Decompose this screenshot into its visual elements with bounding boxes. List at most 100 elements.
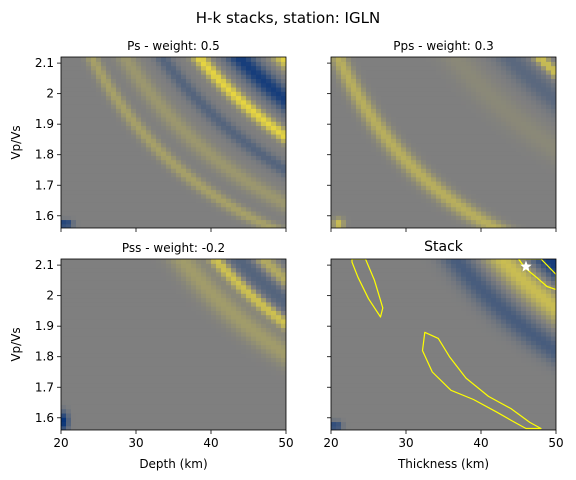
heat-cell — [131, 172, 137, 178]
heat-cell — [71, 206, 77, 212]
heat-cell — [471, 189, 477, 195]
heat-cell — [201, 223, 207, 228]
heat-cell — [551, 151, 556, 156]
heat-cell — [166, 301, 172, 307]
heat-cell — [181, 78, 187, 84]
heat-cell — [396, 91, 402, 97]
heat-cell — [381, 210, 387, 216]
heat-cell — [336, 210, 342, 216]
heat-cell — [351, 193, 357, 199]
heat-cell — [366, 69, 372, 75]
heat-cell — [396, 86, 402, 92]
heat-cell — [381, 61, 387, 67]
heat-cell — [176, 425, 182, 430]
heat-cell — [281, 116, 286, 122]
heat-cell — [491, 69, 497, 75]
heat-cell — [141, 206, 147, 212]
heat-cell — [81, 121, 87, 126]
heat-cell — [531, 155, 537, 161]
heat-cell — [186, 391, 192, 397]
heat-cell — [221, 108, 227, 114]
heat-cell — [126, 344, 132, 350]
heat-cell — [401, 155, 407, 161]
heat-cell — [546, 78, 552, 84]
heat-cell — [411, 61, 417, 67]
heat-cell — [516, 172, 522, 178]
heat-cell — [196, 163, 202, 169]
heat-cell — [246, 57, 252, 62]
heat-cell — [406, 163, 412, 169]
heat-cell — [221, 335, 227, 341]
heat-cell — [356, 112, 362, 118]
heat-cell — [361, 108, 367, 114]
heat-cell — [401, 168, 407, 174]
heat-cell — [76, 193, 82, 199]
heat-cell — [486, 82, 492, 88]
heat-cell — [366, 61, 372, 67]
heat-cell — [121, 57, 127, 62]
heat-cell — [506, 99, 512, 105]
heat-cell — [71, 267, 77, 273]
heat-cell — [176, 314, 182, 320]
heat-cell — [276, 74, 282, 79]
heat-cell — [126, 271, 132, 277]
heat-cell — [226, 78, 232, 84]
heat-cell — [231, 210, 237, 216]
heat-cell — [516, 223, 522, 228]
heat-cell — [461, 133, 467, 139]
heat-cell — [336, 138, 342, 144]
heat-cell — [386, 99, 392, 105]
heat-cell — [216, 104, 222, 109]
heat-cell — [251, 108, 257, 114]
heat-cell — [186, 284, 192, 290]
heat-cell — [211, 172, 217, 178]
heat-cell — [531, 112, 537, 118]
heat-cell — [211, 365, 217, 371]
heat-cell — [106, 198, 112, 203]
heat-cell — [121, 159, 127, 165]
heat-cell — [221, 387, 227, 393]
heat-cell — [231, 159, 237, 165]
heat-cell — [116, 378, 122, 384]
heat-cell — [156, 344, 162, 350]
heat-cell — [521, 198, 527, 203]
heat-cell — [491, 219, 497, 225]
heat-cell — [276, 69, 282, 75]
heat-cell — [61, 121, 67, 126]
heat-cell — [196, 288, 202, 294]
heat-cell — [356, 138, 362, 144]
heat-cell — [61, 142, 67, 148]
heat-cell — [201, 284, 207, 290]
heat-cell — [516, 138, 522, 144]
heat-cell — [91, 318, 97, 324]
heat-cell — [131, 61, 137, 67]
heat-cell — [191, 116, 197, 122]
heat-cell — [536, 185, 542, 191]
heat-cell — [156, 280, 162, 286]
heat-cell — [186, 361, 192, 367]
heat-cell — [181, 271, 187, 277]
heat-cell — [191, 425, 197, 430]
heat-cell — [71, 223, 77, 228]
heat-cell — [76, 219, 82, 225]
heat-cell — [211, 61, 217, 67]
heat-cell — [336, 99, 342, 105]
heat-cell — [61, 65, 67, 71]
heat-cell — [61, 168, 67, 174]
heat-cell — [521, 223, 527, 228]
heat-cell — [61, 116, 67, 122]
heat-cell — [121, 400, 127, 405]
heat-cell — [226, 395, 232, 401]
heat-cell — [366, 172, 372, 178]
heat-cell — [96, 146, 102, 152]
heat-cell — [106, 116, 112, 122]
heat-cell — [431, 219, 437, 225]
heat-cell — [131, 223, 137, 228]
heat-cell — [256, 99, 262, 105]
heat-cell — [341, 185, 347, 191]
heat-cell — [121, 193, 127, 199]
heat-cell — [131, 348, 137, 354]
heat-cell — [76, 198, 82, 203]
heat-cell — [241, 104, 247, 109]
heat-cell — [546, 223, 552, 228]
